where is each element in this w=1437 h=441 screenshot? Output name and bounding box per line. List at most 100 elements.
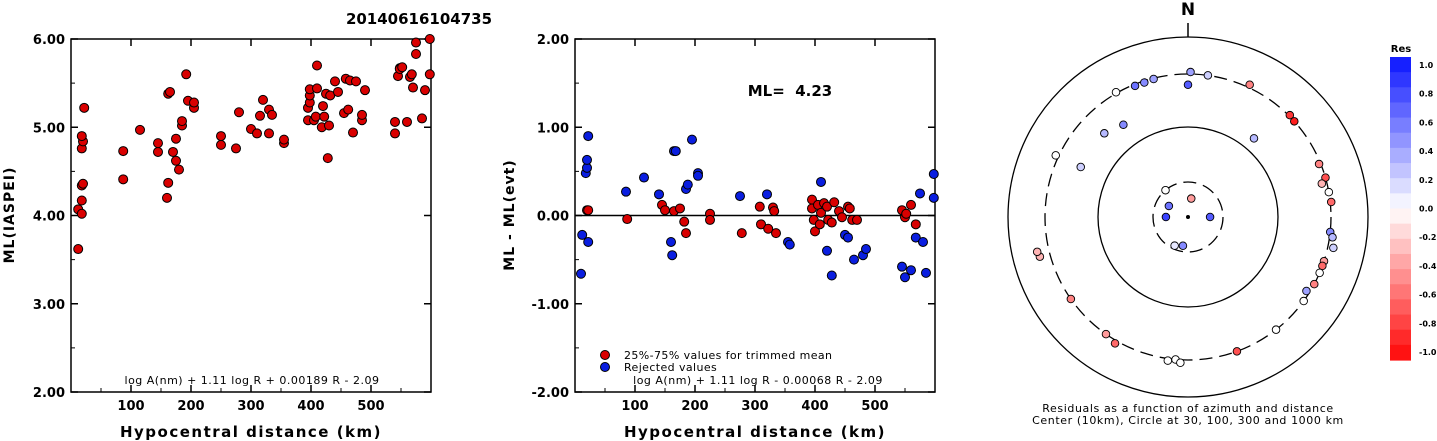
residual-point	[681, 228, 691, 239]
residual-point	[910, 232, 921, 243]
ring-30km	[1152, 181, 1224, 253]
north-label: N	[1181, 0, 1195, 20]
colorbar-segment	[1390, 269, 1411, 285]
left-formula-annotation: log A(nm) + 1.11 log R + 0.00189 R - 2.0…	[125, 374, 380, 387]
station-point	[1314, 159, 1324, 169]
residual-point	[826, 217, 837, 228]
station-point	[1066, 294, 1076, 304]
left-x-tick-label: 200	[177, 399, 204, 414]
colorbar-segment	[1390, 299, 1411, 316]
data-point	[153, 146, 163, 157]
data-point	[406, 69, 417, 80]
residual-x-tick-label: 300	[741, 399, 768, 414]
legend-label-rejected: Rejected values	[624, 361, 717, 374]
azimuth-caption-line1: Residuals as a function of azimuth and d…	[1042, 402, 1333, 415]
colorbar-segment	[1390, 57, 1411, 73]
data-point	[318, 101, 328, 112]
residual-point	[915, 188, 925, 199]
data-point	[118, 174, 129, 185]
station-point	[1119, 120, 1128, 129]
residual-y-tick-label: -1.00	[532, 298, 569, 313]
residual-point	[906, 199, 916, 210]
data-point	[322, 153, 333, 164]
residual-y-tick-label: -2.00	[532, 386, 569, 401]
station-point	[1317, 179, 1327, 188]
station-point	[1163, 356, 1173, 365]
colorbar-segment	[1390, 329, 1411, 346]
residual-point	[693, 170, 703, 181]
data-point	[417, 113, 427, 124]
data-point	[397, 62, 408, 73]
left-x-tick-label: 500	[357, 399, 384, 414]
left-x-tick-label: 400	[297, 399, 324, 414]
residual-point	[901, 208, 912, 219]
station-point	[1315, 268, 1324, 278]
colorbar-label: -0.4	[1419, 262, 1437, 271]
data-point	[390, 116, 400, 127]
data-point	[76, 195, 87, 206]
left-y-axis-label: ML(IASPEI)	[2, 167, 18, 264]
station-point	[1100, 129, 1109, 138]
ring-300km	[1044, 73, 1332, 361]
data-point	[118, 146, 129, 157]
residual-point	[621, 186, 631, 197]
figure-title: 20140616104735	[346, 10, 492, 28]
left-x-axis-label: Hypocentral distance (km)	[120, 423, 382, 441]
data-point	[420, 85, 430, 96]
residual-x-tick-label: 400	[801, 399, 828, 414]
residual-point	[784, 239, 795, 250]
station-point	[1326, 197, 1336, 207]
left-y-tick-label: 6.00	[33, 33, 65, 48]
legend-marker-rejected	[600, 362, 610, 372]
residual-point	[769, 206, 780, 217]
residual-point	[670, 146, 681, 157]
residual-x-axis-label: Hypocentral distance (km)	[624, 423, 886, 441]
data-point	[424, 69, 435, 80]
residual-scatter-panel: 100 200 300 400 500 -2.00 -1.00 0.00 1.00 2.00 ML…	[502, 33, 939, 441]
data-point	[411, 37, 421, 48]
data-point	[177, 116, 187, 127]
data-point	[343, 104, 354, 115]
colorbar-segment	[1390, 193, 1411, 210]
colorbar-segment	[1390, 238, 1411, 255]
data-point	[267, 109, 277, 120]
colorbar-segment	[1390, 102, 1411, 119]
station-point	[1051, 151, 1060, 160]
colorbar-segment	[1390, 344, 1411, 361]
data-point	[424, 34, 435, 44]
data-point	[162, 192, 172, 203]
station-point	[1176, 358, 1185, 367]
station-point	[1130, 81, 1140, 91]
data-point	[73, 244, 84, 255]
residual-y-tick-label: 2.00	[537, 33, 569, 48]
colorbar-label: -0.6	[1419, 291, 1437, 300]
ring-100km	[1097, 126, 1279, 308]
colorbar-segment	[1390, 253, 1411, 270]
station-point	[1110, 339, 1120, 348]
data-point	[153, 138, 163, 149]
station-point	[1290, 117, 1299, 126]
residual-point	[822, 245, 832, 256]
residual-point	[814, 219, 825, 230]
data-point	[312, 60, 322, 71]
residual-x-tick-label: 200	[681, 399, 708, 414]
station-point	[1178, 241, 1188, 250]
residual-point	[736, 228, 747, 239]
ring-1000km	[1007, 36, 1369, 398]
colorbar-label: 0.6	[1419, 118, 1434, 127]
residual-point	[918, 236, 928, 247]
station-point	[1205, 212, 1215, 222]
station-point	[1249, 134, 1259, 143]
residual-point	[675, 203, 685, 214]
residual-point	[816, 176, 826, 187]
data-point	[402, 116, 412, 127]
residual-y-tick-label: 0.00	[537, 210, 569, 225]
data-point	[319, 111, 330, 122]
station-point	[1101, 329, 1111, 339]
station-point	[1232, 347, 1242, 356]
residual-point	[897, 261, 907, 272]
data-point	[252, 128, 262, 139]
colorbar-segment	[1390, 87, 1411, 104]
colorbar-label: 0.2	[1419, 176, 1433, 185]
colorbar-label: 0.4	[1419, 147, 1434, 156]
